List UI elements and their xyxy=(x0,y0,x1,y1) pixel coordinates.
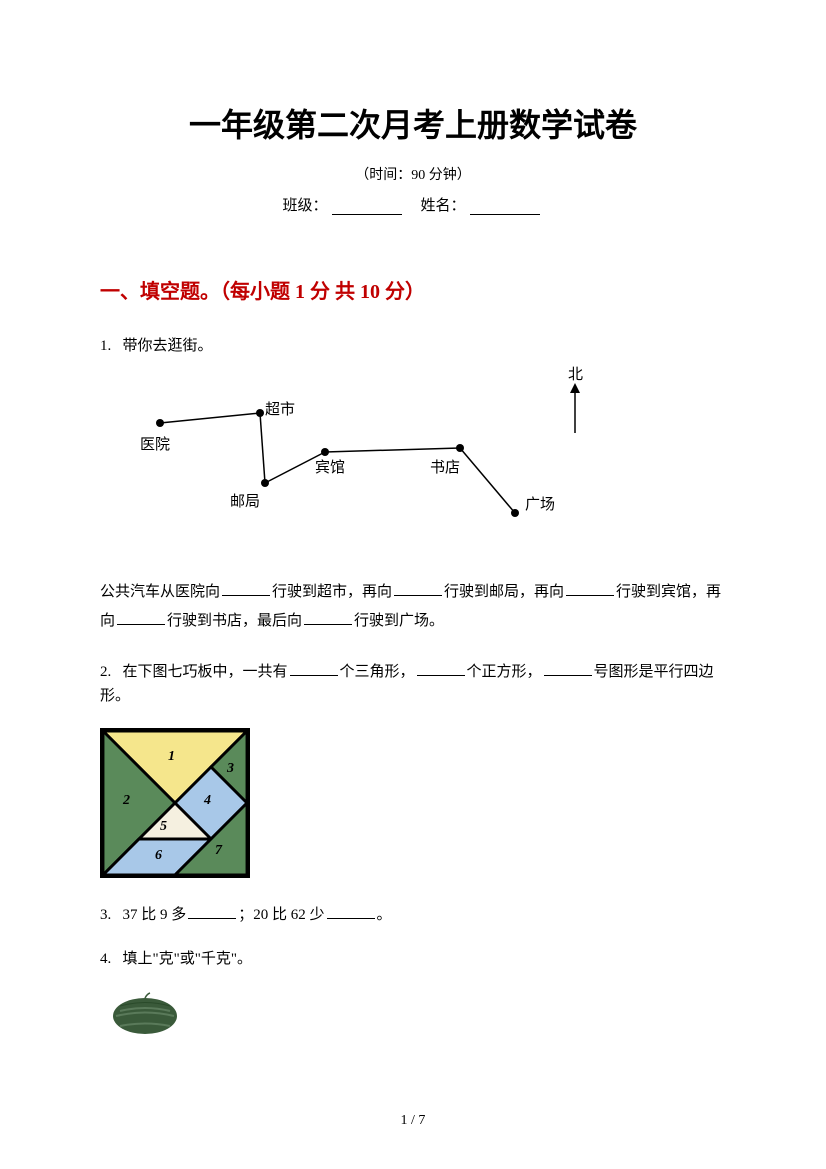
q1-fill-text: 公共汽车从医院向行驶到超市，再向行驶到邮局，再向行驶到宾馆，再向行驶到书店，最后… xyxy=(100,578,726,635)
q3-blank-1[interactable] xyxy=(188,905,236,919)
name-label: 姓名： xyxy=(421,198,466,214)
map-diagram: 医院 超市 邮局 宾馆 书店 广场 北 xyxy=(120,378,620,558)
q1-blank-2[interactable] xyxy=(394,582,442,596)
q2-num: 2. xyxy=(100,664,111,680)
exam-title: 一年级第二次月考上册数学试卷 xyxy=(100,100,726,146)
tangram-4: 4 xyxy=(204,793,211,809)
watermelon-icon xyxy=(110,991,180,1036)
question-1: 1. 带你去逛街。 xyxy=(100,334,726,358)
q2-blank-3[interactable] xyxy=(544,662,592,676)
q2-blank-1[interactable] xyxy=(290,662,338,676)
name-blank[interactable] xyxy=(470,199,540,215)
time-info: （时间：90 分钟） xyxy=(100,164,726,184)
tangram-7: 7 xyxy=(215,843,222,859)
label-north: 北 xyxy=(568,363,583,384)
q1-blank-1[interactable] xyxy=(222,582,270,596)
label-post: 邮局 xyxy=(230,490,260,511)
tangram-diagram: 1 2 3 4 5 6 7 xyxy=(100,728,250,878)
tangram-1: 1 xyxy=(168,749,175,765)
class-blank[interactable] xyxy=(332,199,402,215)
q3-num: 3. xyxy=(100,907,111,923)
student-fields: 班级： 姓名： xyxy=(100,194,726,215)
label-bookstore: 书店 xyxy=(430,456,460,477)
tangram-5: 5 xyxy=(160,819,167,835)
question-4: 4. 填上"克"或"千克"。 xyxy=(100,947,726,971)
q4-text: 填上"克"或"千克"。 xyxy=(123,951,253,967)
map-svg xyxy=(120,378,620,558)
class-label: 班级： xyxy=(282,198,327,214)
tangram-2: 2 xyxy=(123,793,130,809)
q2-blank-2[interactable] xyxy=(417,662,465,676)
q1-blank-3[interactable] xyxy=(566,582,614,596)
tangram-6: 6 xyxy=(155,848,162,864)
q1-text: 带你去逛街。 xyxy=(123,338,213,354)
q3-blank-2[interactable] xyxy=(327,905,375,919)
label-supermarket: 超市 xyxy=(265,398,295,419)
section-1-header: 一、填空题。（每小题 1 分 共 10 分） xyxy=(100,275,726,304)
question-3: 3. 37 比 9 多；20 比 62 少。 xyxy=(100,903,726,927)
question-2: 2. 在下图七巧板中，一共有个三角形，个正方形，号图形是平行四边形。 xyxy=(100,660,726,708)
q1-blank-4[interactable] xyxy=(117,611,165,625)
q1-blank-5[interactable] xyxy=(304,611,352,625)
q4-num: 4. xyxy=(100,951,111,967)
label-hotel: 宾馆 xyxy=(315,456,345,477)
page-number: 1 / 7 xyxy=(0,1113,826,1129)
label-hospital: 医院 xyxy=(140,433,170,454)
tangram-3: 3 xyxy=(227,761,234,777)
q1-num: 1. xyxy=(100,338,111,354)
label-square: 广场 xyxy=(525,493,555,514)
